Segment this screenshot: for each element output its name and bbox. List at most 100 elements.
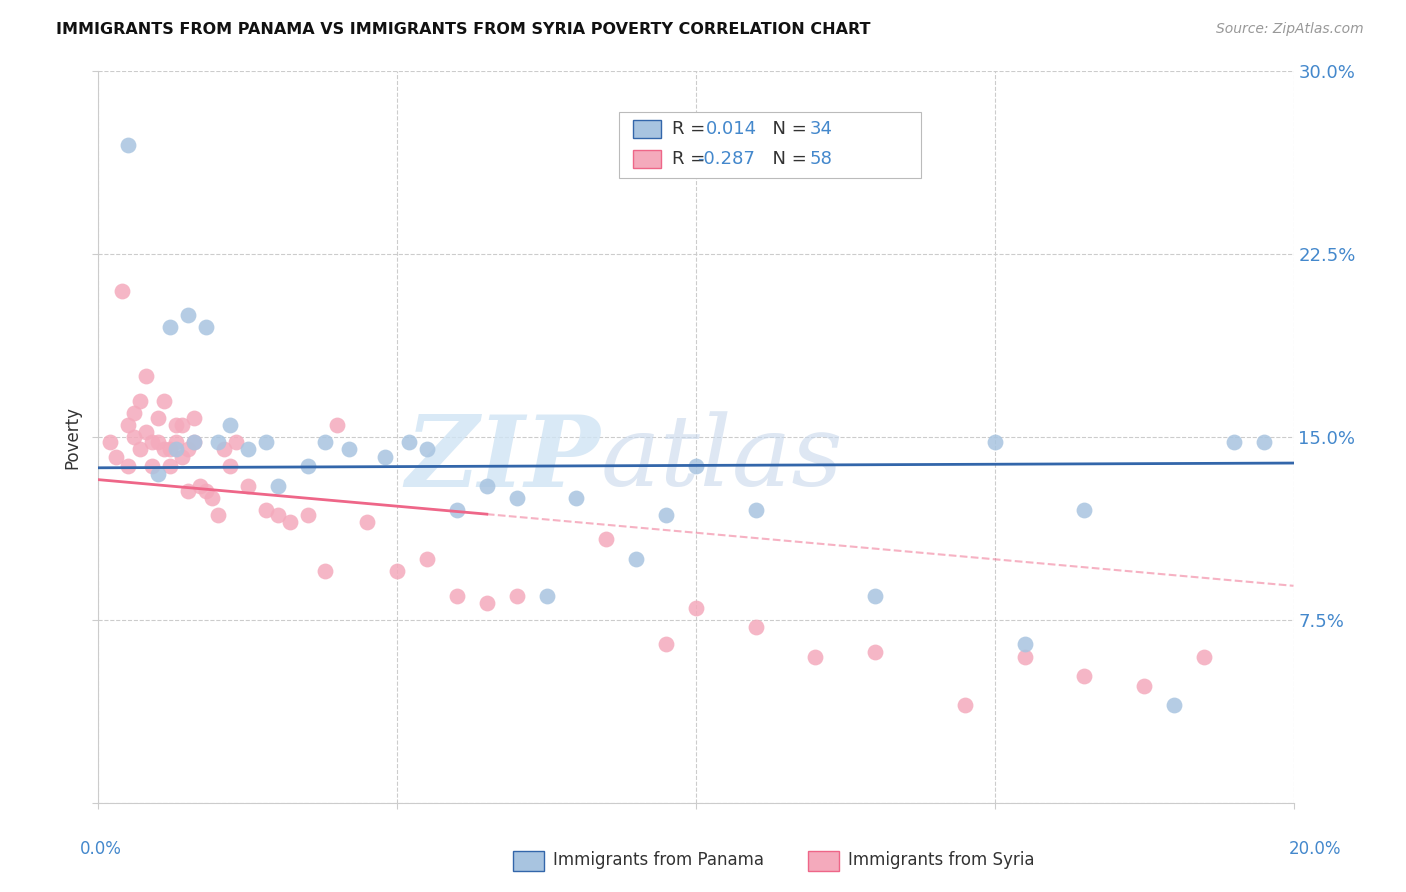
Point <box>1014 649 1036 664</box>
Point <box>183 434 205 449</box>
Point <box>315 434 337 449</box>
Point <box>219 417 242 432</box>
Text: 58: 58 <box>810 150 832 168</box>
Point <box>105 450 128 464</box>
Text: 0.014: 0.014 <box>706 120 756 138</box>
Point <box>595 533 617 547</box>
Point <box>1073 503 1095 517</box>
Point <box>865 589 887 603</box>
Point <box>1133 679 1156 693</box>
Point <box>446 503 468 517</box>
Point <box>129 393 152 408</box>
Point <box>297 459 319 474</box>
Point <box>236 479 259 493</box>
Point <box>315 564 337 578</box>
Point <box>1253 434 1275 449</box>
Text: 34: 34 <box>810 120 832 138</box>
Point <box>188 479 211 493</box>
Point <box>254 503 277 517</box>
Point <box>183 434 205 449</box>
Point <box>626 552 648 566</box>
Point <box>225 434 247 449</box>
Point <box>207 508 229 522</box>
Text: IMMIGRANTS FROM PANAMA VS IMMIGRANTS FROM SYRIA POVERTY CORRELATION CHART: IMMIGRANTS FROM PANAMA VS IMMIGRANTS FRO… <box>56 22 870 37</box>
Point <box>475 596 498 610</box>
Point <box>953 698 976 713</box>
Point <box>865 645 887 659</box>
Point <box>804 649 827 664</box>
Text: Immigrants from Syria: Immigrants from Syria <box>848 851 1035 869</box>
Point <box>356 516 378 530</box>
Point <box>117 459 139 474</box>
Point <box>195 483 218 498</box>
Point <box>398 434 420 449</box>
Point <box>165 434 187 449</box>
Text: N =: N = <box>761 120 813 138</box>
Point <box>135 369 157 384</box>
Point <box>201 491 224 505</box>
Point <box>219 459 242 474</box>
Point <box>267 508 290 522</box>
Point <box>446 589 468 603</box>
Point <box>111 284 134 298</box>
Point <box>254 434 277 449</box>
Point <box>506 491 529 505</box>
Point <box>165 417 187 432</box>
Point <box>153 393 176 408</box>
Point <box>148 467 170 481</box>
Point <box>177 308 200 322</box>
Point <box>416 442 439 457</box>
Point <box>117 137 139 152</box>
Point <box>655 508 678 522</box>
Point <box>745 620 768 634</box>
Point <box>172 450 194 464</box>
Point <box>1163 698 1185 713</box>
Point <box>984 434 1007 449</box>
Point <box>172 417 194 432</box>
Point <box>565 491 588 505</box>
Point <box>297 508 319 522</box>
Text: 0.0%: 0.0% <box>80 840 122 858</box>
Point <box>183 410 205 425</box>
Text: N =: N = <box>761 150 813 168</box>
Point <box>278 516 301 530</box>
Point <box>685 600 707 615</box>
Text: R =: R = <box>672 150 711 168</box>
Point <box>141 459 163 474</box>
Text: Immigrants from Panama: Immigrants from Panama <box>553 851 763 869</box>
Point <box>117 417 139 432</box>
Point <box>745 503 768 517</box>
Point <box>148 410 170 425</box>
Point <box>326 417 349 432</box>
Y-axis label: Poverty: Poverty <box>63 406 82 468</box>
Text: -0.287: -0.287 <box>697 150 755 168</box>
Point <box>141 434 163 449</box>
Point <box>159 442 181 457</box>
Point <box>236 442 259 457</box>
Point <box>159 459 181 474</box>
Point <box>536 589 558 603</box>
Point <box>177 483 200 498</box>
Point <box>129 442 152 457</box>
Point <box>385 564 409 578</box>
Point <box>177 442 200 457</box>
Point <box>153 442 176 457</box>
Point <box>148 434 170 449</box>
Text: Source: ZipAtlas.com: Source: ZipAtlas.com <box>1216 22 1364 37</box>
Point <box>165 442 187 457</box>
Point <box>685 459 707 474</box>
Text: atlas: atlas <box>600 411 844 507</box>
Text: 20.0%: 20.0% <box>1288 840 1341 858</box>
Text: ZIP: ZIP <box>405 411 600 508</box>
Point <box>124 430 146 444</box>
Point <box>212 442 235 457</box>
Point <box>1073 669 1095 683</box>
Point <box>98 434 122 449</box>
Point <box>1223 434 1246 449</box>
Point <box>135 425 157 440</box>
Point <box>374 450 396 464</box>
Point <box>267 479 290 493</box>
Point <box>655 637 678 651</box>
Point <box>159 320 181 334</box>
Point <box>506 589 529 603</box>
